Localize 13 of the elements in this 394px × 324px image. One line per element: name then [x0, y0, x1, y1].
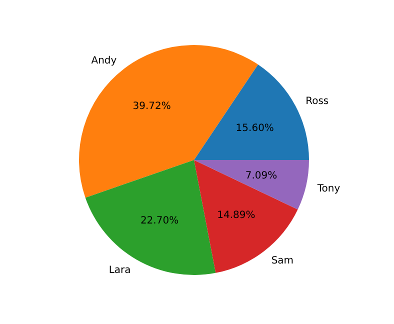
data-label: 15.60% — [236, 123, 274, 134]
pie-slice — [85, 160, 216, 275]
pie-slice — [194, 160, 309, 210]
slice-label: Sam — [271, 256, 294, 267]
slice-label: Tony — [316, 183, 340, 194]
slice-label: Andy — [91, 55, 117, 66]
data-label: 14.89% — [217, 210, 256, 222]
slice-label: Ross — [306, 96, 329, 107]
slice-label: Lara — [108, 265, 131, 276]
data-label: 39.72% — [132, 100, 171, 112]
pie-slice — [194, 160, 298, 273]
data-label: 7.09% — [245, 170, 278, 182]
data-label: 22.70% — [140, 215, 179, 226]
